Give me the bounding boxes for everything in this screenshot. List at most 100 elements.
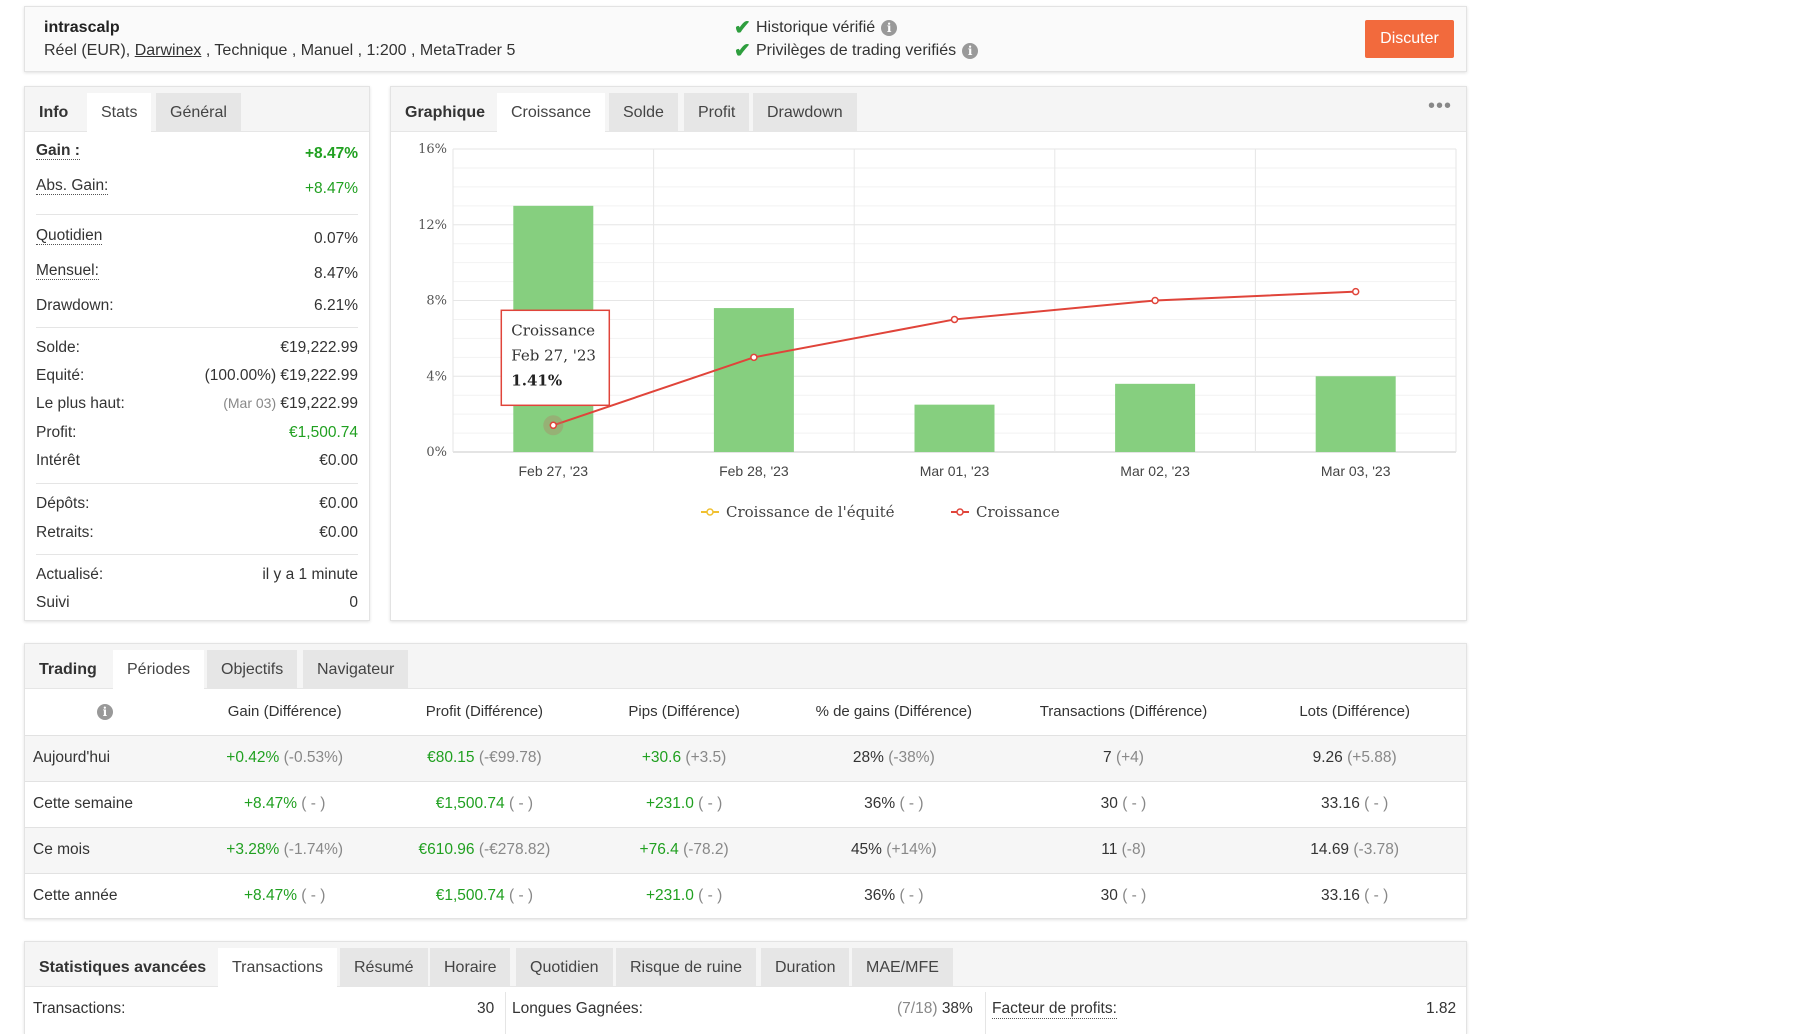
period-lots-diff: (-3.78) (1353, 841, 1400, 858)
info-icon[interactable]: i (96, 704, 113, 721)
period-lots-value: 14.69 (1310, 841, 1350, 858)
col-win-pct: % de gains (Différence) (815, 703, 973, 721)
period-pips-diff: (-78.2) (683, 841, 729, 858)
profit-factor-label[interactable]: Facteur de profits: (992, 1000, 1117, 1019)
balance-row: Solde: €19,222.99 (36, 339, 358, 357)
drawdown-row: Drawdown: 6.21% (36, 297, 358, 315)
tab-general[interactable]: Général (156, 93, 241, 132)
period-trades-value: 30 (1100, 795, 1118, 812)
tooltip-date: Feb 27, '23 (511, 346, 596, 364)
period-profit-value: €1,500.74 (435, 887, 505, 905)
tab-profit[interactable]: Profit (684, 93, 750, 132)
growth-bar (914, 404, 995, 452)
balance-label: Solde: (36, 339, 80, 356)
tooltip-title: Croissance (511, 321, 595, 339)
tab-periodes[interactable]: Périodes (113, 650, 205, 689)
check-icon: ✔ (734, 40, 751, 62)
long-won-pct: 38% (941, 1000, 973, 1017)
period-cell-pips: +231.0 ( - ) (584, 872, 784, 919)
updated-value: il y a 1 minute (262, 566, 358, 583)
x-tick-label: Feb 27, '23 (518, 463, 588, 479)
info-icon[interactable]: i (962, 42, 979, 59)
more-dots-icon[interactable]: ••• (1427, 95, 1452, 117)
tab-solde[interactable]: Solde (609, 93, 678, 132)
tab-croissance[interactable]: Croissance (497, 93, 606, 132)
period-trades-diff: (+4) (1115, 749, 1144, 766)
chart-panel: Graphique Croissance Solde Profit Drawdo… (390, 86, 1467, 621)
period-cell-pips: +30.6 (+3.5) (584, 734, 784, 781)
tab-risque-ruine[interactable]: Risque de ruine (616, 948, 757, 987)
growth-point (1151, 296, 1159, 305)
period-profit-diff: ( - ) (508, 795, 534, 812)
equity-value-group: (100.00%) €19,222.99 (205, 367, 358, 385)
highest-value: €19,222.99 (280, 395, 358, 412)
tab-horaire[interactable]: Horaire (430, 948, 511, 987)
period-pips-diff: (+3.5) (685, 749, 727, 766)
period-cell-lots: 33.16 ( - ) (1243, 872, 1466, 919)
profit-row: Profit: €1,500.74 (36, 424, 358, 442)
check-icon: ✔ (734, 17, 751, 39)
period-gain-value: +0.42% (226, 749, 280, 766)
discuss-button[interactable]: Discuter (1365, 20, 1454, 58)
tab-stats[interactable]: Stats (87, 93, 152, 132)
gain-value: +8.47% (304, 145, 358, 162)
abs-gain-label[interactable]: Abs. Gain: (36, 177, 109, 195)
period-label: Aujourd'hui (25, 734, 185, 781)
tab-resume[interactable]: Résumé (340, 948, 428, 987)
tab-navigateur[interactable]: Navigateur (303, 650, 409, 689)
period-gain-value: +8.47% (243, 887, 297, 905)
tab-graphique[interactable]: Graphique (405, 104, 486, 121)
monthly-label[interactable]: Mensuel: (36, 262, 99, 280)
period-gain-value: +8.47% (243, 795, 297, 812)
gain-row: Gain : +8.47% (36, 142, 358, 162)
abs-gain-value: +8.47% (304, 180, 358, 197)
info-icon[interactable]: i (881, 19, 898, 36)
tab-drawdown[interactable]: Drawdown (753, 93, 857, 132)
tab-mae-mfe[interactable]: MAE/MFE (852, 948, 953, 987)
divider (36, 554, 358, 555)
info-icon-cell: i (25, 689, 185, 735)
daily-value: 0.07% (314, 230, 358, 247)
chart-tabs: Graphique Croissance Solde Profit Drawdo… (391, 87, 1466, 132)
updated-row: Actualisé: il y a 1 minute (36, 566, 358, 584)
period-profit-value: €80.15 (427, 749, 475, 766)
period-cell-trades: 11 (-8) (1003, 826, 1244, 873)
period-win-diff: ( - ) (899, 795, 924, 812)
divider (985, 992, 986, 1034)
period-gain-diff: ( - ) (301, 795, 326, 812)
period-cell-pips: +76.4 (-78.2) (584, 826, 784, 873)
period-cell-lots: 9.26 (+5.88) (1243, 734, 1466, 781)
equity-row: Equité: (100.00%) €19,222.99 (36, 367, 358, 385)
period-win-diff: (-38%) (888, 749, 935, 766)
transactions-value: 30 (477, 1000, 495, 1017)
period-cell-profit: €1,500.74 ( - ) (384, 872, 585, 919)
tab-trading[interactable]: Trading (39, 661, 97, 678)
period-trades-value: 30 (1100, 887, 1118, 905)
balance-value: €19,222.99 (280, 339, 358, 356)
equity-value: €19,222.99 (280, 367, 358, 384)
growth-point (549, 421, 558, 430)
tab-quotidien[interactable]: Quotidien (516, 948, 613, 987)
period-win-value: 45% (850, 841, 882, 858)
period-trades-diff: ( - ) (1122, 795, 1147, 812)
daily-label[interactable]: Quotidien (36, 227, 103, 245)
y-tick-label: 0% (426, 445, 447, 460)
period-trades-value: 7 (1103, 749, 1112, 766)
deposits-row: Dépôts: €0.00 (36, 495, 358, 513)
interest-label: Intérêt (36, 452, 80, 469)
withdrawals-row: Retraits: €0.00 (36, 524, 358, 542)
followers-value: 0 (349, 594, 358, 611)
verified-privileges: ✔ Privilèges de trading verifiés i (734, 38, 979, 63)
monthly-value: 8.47% (314, 265, 358, 282)
x-tick-label: Mar 02, '23 (1120, 463, 1190, 479)
period-cell-win: 36% ( - ) (783, 780, 1004, 827)
tab-advanced-stats[interactable]: Statistiques avancées (39, 959, 207, 976)
tab-transactions[interactable]: Transactions (218, 948, 337, 987)
tab-objectifs[interactable]: Objectifs (207, 650, 298, 689)
tab-duration[interactable]: Duration (761, 948, 850, 987)
broker-link[interactable]: Darwinex (134, 42, 202, 59)
tab-info[interactable]: Info (39, 104, 69, 121)
period-lots-value: 33.16 (1321, 795, 1360, 812)
highest-date: (Mar 03) (223, 395, 277, 411)
gain-label[interactable]: Gain : (36, 142, 80, 160)
